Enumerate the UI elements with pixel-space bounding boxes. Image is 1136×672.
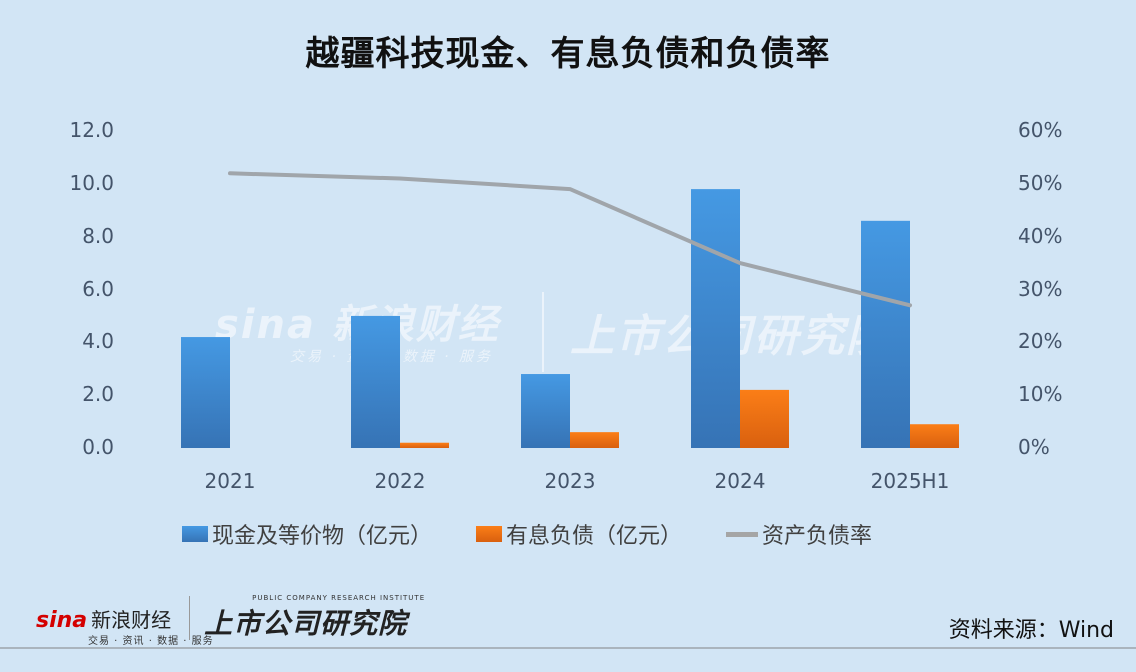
institute-en: PUBLIC COMPANY RESEARCH INSTITUTE: [252, 594, 426, 602]
x-axis-tick: 2022: [374, 469, 426, 493]
x-axis-tick: 2023: [544, 469, 596, 493]
right-axis-tick: 20%: [1018, 329, 1063, 353]
legend-item-debt: 有息负债（亿元）: [476, 518, 682, 550]
x-axis-tick: 2025H1: [870, 469, 950, 493]
legend-item-ratio: 资产负债率: [726, 518, 872, 550]
x-axis-tick: 2024: [714, 469, 766, 493]
data-source: 资料来源：Wind: [948, 618, 1114, 643]
left-axis-tick: 10.0: [69, 171, 114, 195]
cash-bar: [181, 337, 230, 448]
legend-label-ratio: 资产负债率: [762, 524, 873, 549]
legend-label-debt: 有息负债（亿元）: [506, 524, 683, 549]
legend-label-cash: 现金及等价物（亿元）: [212, 524, 433, 549]
sina-tagline: 交易 · 资讯 · 数据 · 服务: [88, 635, 214, 647]
institute-cn: 上市公司研究院: [204, 607, 408, 640]
left-axis-tick: 0.0: [82, 435, 114, 459]
cash-bar: [351, 315, 400, 448]
right-axis-tick: 10%: [1018, 382, 1063, 406]
right-axis-tick: 30%: [1018, 277, 1063, 301]
right-axis-tick: 0%: [1018, 435, 1050, 459]
right-axis-tick: 50%: [1018, 171, 1063, 195]
debt-ratio-line: [228, 171, 912, 308]
right-axis-tick: 60%: [1018, 118, 1063, 142]
left-axis-tick: 6.0: [82, 277, 114, 301]
watermark-divider: [542, 292, 544, 372]
legend-swatch-debt: [476, 526, 503, 542]
chart-title: 越疆科技现金、有息负债和负债率: [305, 34, 831, 74]
debt-bar: [400, 442, 449, 448]
debt-bar: [740, 389, 789, 448]
bottom-divider: [0, 647, 1136, 649]
left-axis-tick: 12.0: [69, 118, 114, 142]
left-axis-tick: 4.0: [82, 329, 114, 353]
footer-logo: sina 新浪财经 交易 · 资讯 · 数据 · 服务 PUBLIC COMPA…: [36, 594, 425, 647]
footer-divider: [189, 596, 191, 640]
sina-wordmark: sina: [36, 607, 88, 633]
cash-bar: [691, 189, 740, 448]
cash-bar: [861, 220, 910, 448]
debt-bar: [910, 424, 959, 448]
left-axis-tick: 2.0: [82, 382, 114, 406]
legend-swatch-cash: [182, 526, 208, 542]
x-axis-tick: 2021: [204, 469, 256, 493]
left-axis-tick: 8.0: [82, 224, 114, 248]
chart-legend: 现金及等价物（亿元） 有息负债（亿元） 资产负债率: [182, 518, 916, 550]
institute-logo: PUBLIC COMPANY RESEARCH INSTITUTE 上市公司研究…: [204, 594, 425, 642]
sina-logo: sina 新浪财经 交易 · 资讯 · 数据 · 服务: [36, 604, 213, 647]
debt-bar: [570, 432, 619, 448]
right-axis-tick: 40%: [1018, 224, 1063, 248]
sina-cn-name: 新浪财经: [91, 607, 172, 632]
cash-bar: [521, 374, 570, 448]
legend-item-cash: 现金及等价物（亿元）: [182, 518, 432, 550]
legend-swatch-ratio: [726, 531, 759, 537]
